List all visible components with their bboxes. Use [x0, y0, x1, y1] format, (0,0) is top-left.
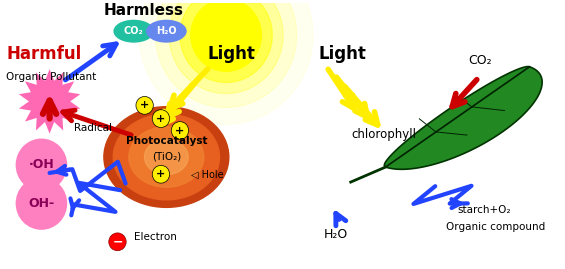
Text: +: + [140, 100, 149, 110]
Text: Photocatalyst: Photocatalyst [125, 136, 207, 146]
Text: Organic Pollutant: Organic Pollutant [6, 72, 97, 82]
Text: −: − [112, 235, 123, 248]
Text: starch+O₂: starch+O₂ [457, 205, 510, 215]
Ellipse shape [171, 122, 189, 139]
Text: Radical: Radical [74, 123, 112, 133]
Text: CO₂: CO₂ [124, 26, 144, 36]
Ellipse shape [146, 20, 187, 43]
Ellipse shape [169, 0, 283, 94]
Text: Light: Light [319, 45, 366, 63]
Text: +: + [157, 114, 166, 124]
Polygon shape [19, 69, 80, 134]
Ellipse shape [113, 114, 219, 200]
Ellipse shape [16, 139, 67, 192]
Ellipse shape [145, 139, 188, 175]
Text: +: + [157, 169, 166, 179]
Ellipse shape [191, 0, 262, 71]
Text: Electron: Electron [134, 232, 177, 242]
Ellipse shape [16, 177, 67, 230]
Ellipse shape [152, 165, 170, 183]
Text: H₂O: H₂O [324, 228, 348, 241]
Ellipse shape [104, 107, 229, 207]
Text: ◁ Hole: ◁ Hole [191, 170, 223, 180]
Ellipse shape [139, 0, 313, 124]
Text: Light: Light [207, 45, 255, 63]
Text: (TiO₂): (TiO₂) [152, 152, 181, 162]
Text: Organic compound: Organic compound [446, 222, 545, 232]
Ellipse shape [114, 20, 154, 43]
Ellipse shape [152, 110, 170, 128]
Text: chlorophyll: chlorophyll [351, 129, 416, 141]
Text: OH-: OH- [28, 197, 54, 210]
Text: CO₂: CO₂ [468, 54, 492, 67]
Polygon shape [384, 66, 542, 169]
Text: ·OH: ·OH [29, 158, 54, 171]
Text: Harmless: Harmless [104, 3, 184, 18]
Text: +: + [175, 126, 185, 136]
Text: Harmful: Harmful [6, 45, 81, 63]
Ellipse shape [180, 0, 272, 83]
Ellipse shape [136, 97, 153, 114]
Ellipse shape [109, 233, 126, 251]
Ellipse shape [155, 0, 297, 108]
Ellipse shape [129, 127, 204, 187]
Text: H₂O: H₂O [156, 26, 177, 36]
